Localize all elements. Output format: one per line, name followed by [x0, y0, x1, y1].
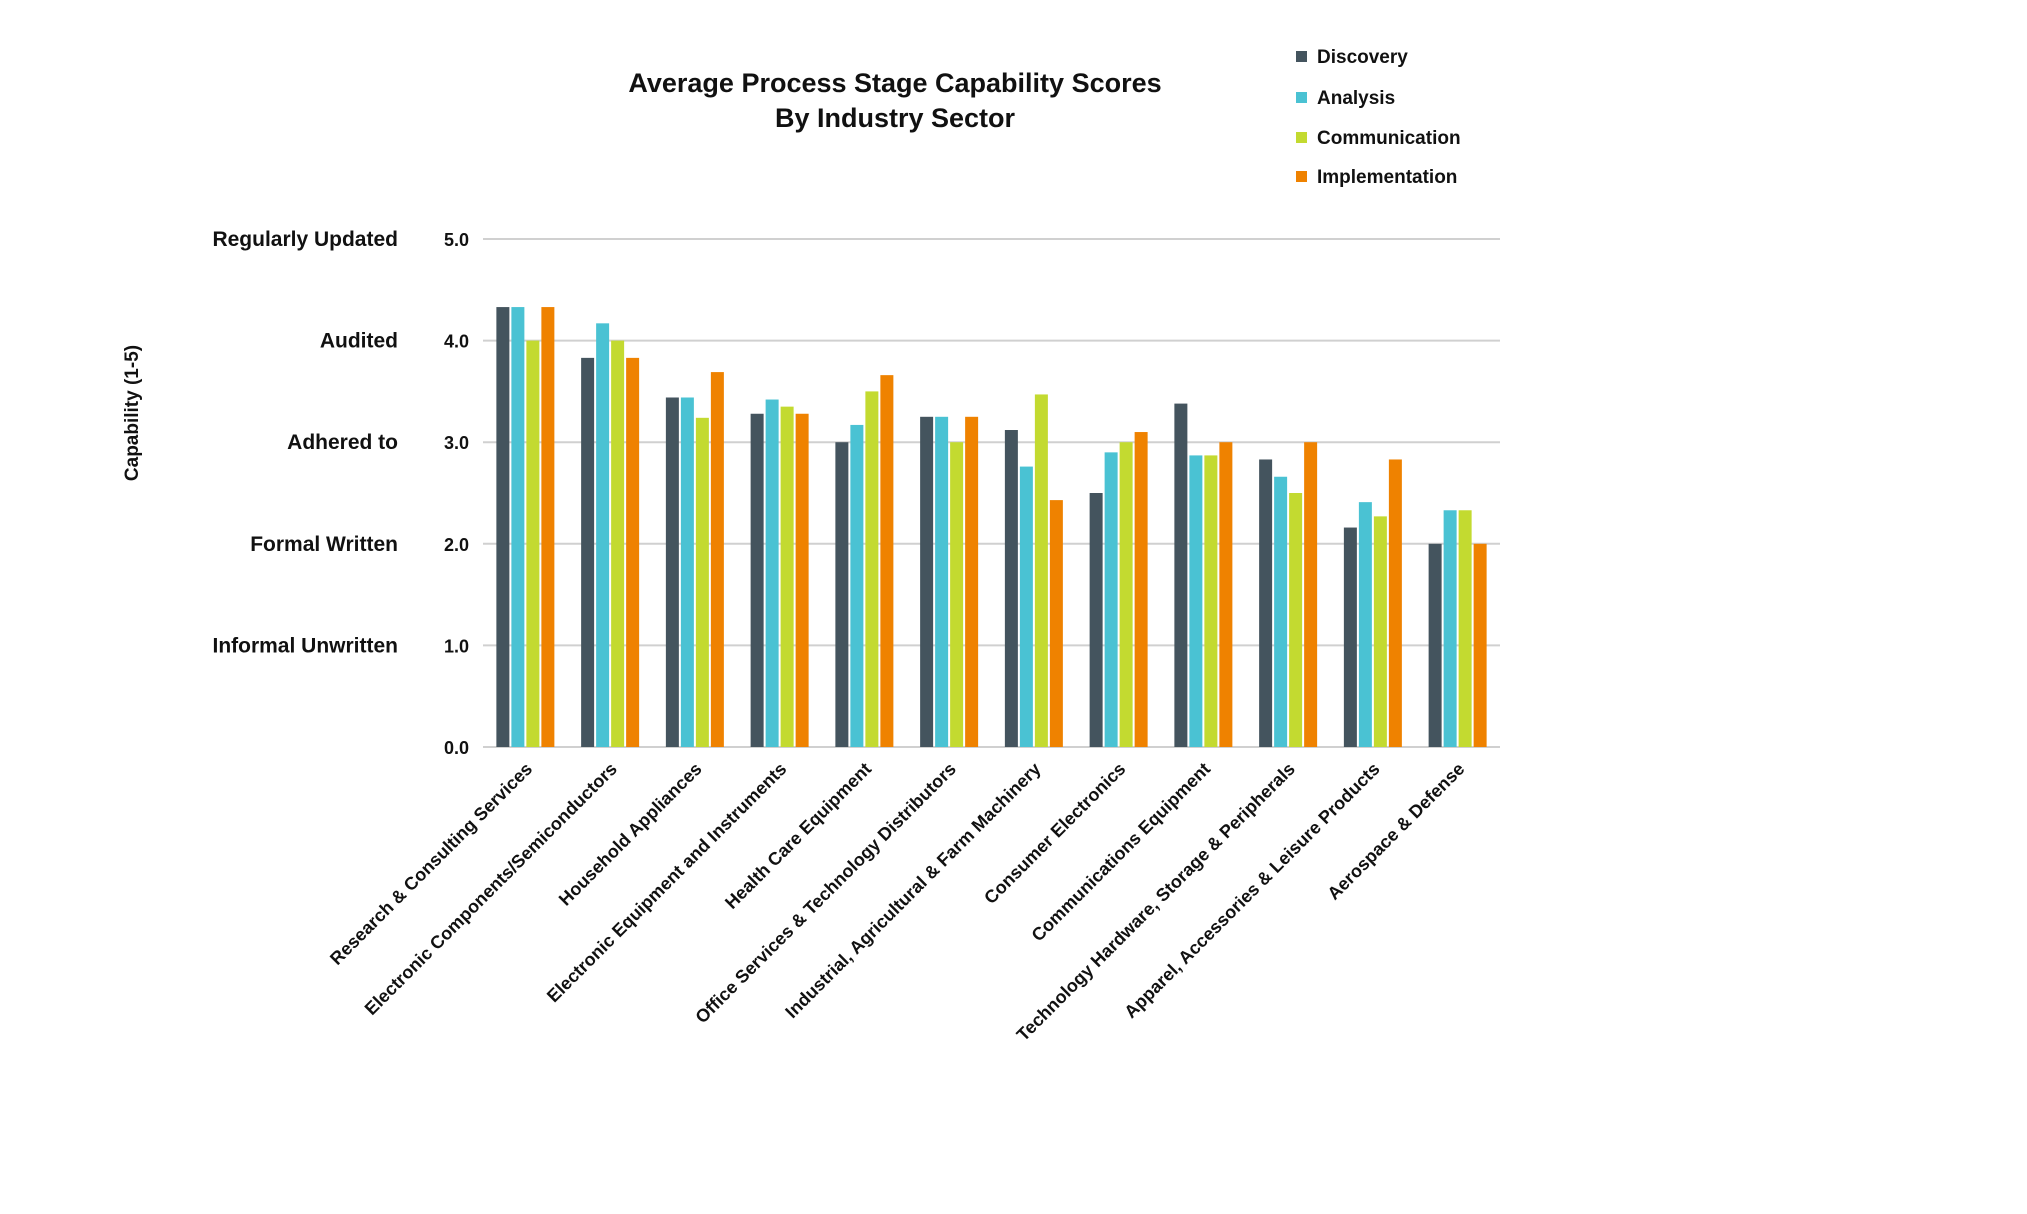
bar-discovery [665, 397, 679, 747]
bar-implementation [1388, 459, 1402, 747]
bar-communication [1289, 493, 1303, 747]
bar-discovery [1259, 459, 1273, 747]
y-tick-label: 3.0 [444, 433, 469, 453]
bar-analysis [765, 399, 779, 747]
y-tick-label: 4.0 [444, 332, 469, 352]
y-tick-label: 5.0 [444, 230, 469, 250]
y-level-labels: Regularly Updated Audited Adhered to Formal… [212, 228, 398, 657]
bar-implementation [1304, 442, 1318, 747]
bar-implementation [1219, 442, 1233, 747]
bar-communication [780, 406, 794, 747]
bar-analysis [680, 397, 694, 747]
bar-implementation [1473, 543, 1487, 747]
bar-implementation [626, 357, 640, 747]
bar-analysis [596, 323, 610, 747]
bar-discovery [581, 357, 595, 747]
bar-discovery [496, 307, 510, 747]
bar-discovery [920, 416, 934, 747]
bar-analysis [1189, 455, 1203, 747]
legend-label: Communication [1317, 128, 1461, 149]
bar-communication [1373, 516, 1387, 747]
bar-communication [865, 391, 879, 747]
legend-swatch-communication [1296, 132, 1307, 143]
bar-analysis [935, 416, 949, 747]
legend-label: Implementation [1317, 167, 1457, 188]
bar-analysis [1019, 466, 1033, 747]
bar-communication [1458, 510, 1472, 747]
bar-discovery [835, 442, 849, 747]
bar-communication [695, 417, 709, 747]
y-level-label: Regularly Updated [212, 228, 398, 251]
bar-communication [611, 340, 625, 747]
legend-label: Discovery [1317, 47, 1408, 68]
chart-title: Average Process Stage Capability Scores [628, 68, 1161, 98]
y-tick-label: 2.0 [444, 535, 469, 555]
y-level-label: Adhered to [287, 431, 398, 454]
bar-discovery [1089, 493, 1103, 747]
bar-communication [1204, 455, 1218, 747]
legend: Discovery Analysis Communication Implementa… [1296, 47, 1461, 188]
bar-analysis [511, 307, 525, 747]
bar-discovery [1428, 543, 1442, 747]
legend-label: Analysis [1317, 88, 1395, 109]
x-tick-labels: Research & Consulting ServicesElectronic… [326, 759, 1468, 1045]
bar-analysis [850, 424, 864, 747]
bar-discovery [1174, 403, 1188, 747]
bar-discovery [1343, 527, 1357, 747]
bar-analysis [1358, 502, 1372, 747]
x-tick-label: Health Care Equipment [721, 759, 875, 913]
bar-communication [526, 340, 540, 747]
bar-communication [1034, 394, 1048, 747]
bar-analysis [1274, 476, 1288, 747]
y-level-label: Informal Unwritten [212, 634, 398, 657]
x-tick-label: Aerospace & Defense [1323, 759, 1468, 904]
bar-implementation [710, 372, 724, 747]
bar-implementation [795, 413, 809, 747]
bar-implementation [1049, 500, 1063, 747]
bar-analysis [1104, 452, 1118, 747]
gridlines [483, 238, 1500, 748]
x-tick-label: Consumer Electronics [980, 759, 1129, 908]
bar-implementation [880, 375, 894, 747]
y-tick-label: 1.0 [444, 636, 469, 656]
legend-swatch-implementation [1296, 171, 1307, 182]
bar-implementation [965, 416, 979, 747]
y-tick-label: 0.0 [444, 738, 469, 758]
x-tick-label: Communications Equipment [1028, 759, 1215, 946]
legend-swatch-analysis [1296, 92, 1307, 103]
bar-analysis [1443, 510, 1457, 747]
y-level-label: Audited [320, 330, 398, 353]
y-tick-labels: 0.0 1.0 2.0 3.0 4.0 5.0 [444, 230, 469, 758]
bars [496, 307, 1487, 747]
legend-swatch-discovery [1296, 51, 1307, 62]
y-level-label: Formal Written [250, 533, 398, 556]
bar-implementation [1134, 432, 1148, 747]
bar-communication [1119, 442, 1133, 747]
bar-implementation [541, 307, 555, 747]
bar-communication [950, 442, 964, 747]
y-axis-title: Capability (1-5) [122, 345, 143, 481]
x-tick-label: Household Appliances [555, 759, 706, 910]
bar-discovery [750, 413, 764, 747]
chart-subtitle: By Industry Sector [775, 103, 1016, 133]
bar-discovery [1004, 430, 1018, 747]
